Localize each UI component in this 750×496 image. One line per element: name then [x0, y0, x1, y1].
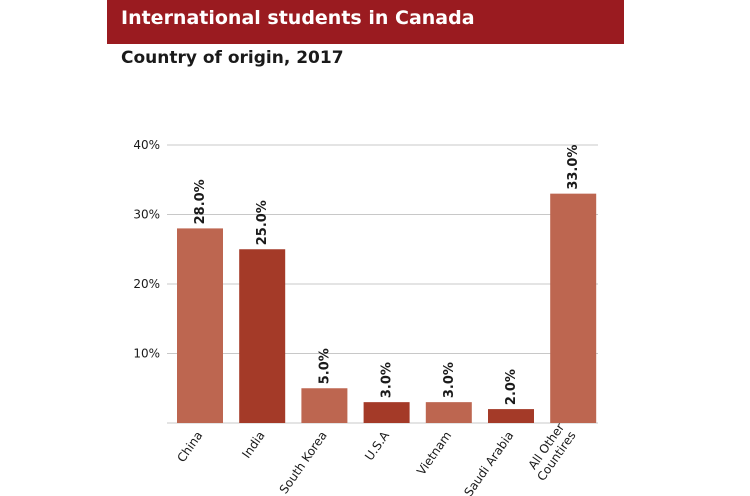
bar	[363, 402, 410, 423]
x-tick-label-line: India	[239, 429, 267, 461]
data-label: 2.0%	[504, 369, 519, 405]
y-tick-label: 40%	[133, 138, 160, 152]
x-tick-label: South Korea	[277, 429, 330, 496]
data-label: 3.0%	[442, 362, 457, 398]
chart-subtitle: Country of origin, 2017	[121, 48, 344, 68]
x-tick-label: Saudi Arabia	[461, 429, 516, 496]
bar	[488, 409, 534, 423]
chart-title: International students in Canada	[121, 7, 475, 29]
x-tick-label-line: U.S.A	[362, 428, 392, 463]
bar	[425, 402, 472, 423]
y-tick-label: 10%	[133, 347, 160, 361]
x-tick-label: All OtherCountires	[523, 421, 579, 484]
y-tick-label: 20%	[133, 277, 160, 291]
x-tick-label-line: China	[174, 429, 205, 465]
x-tick-label: India	[239, 429, 267, 461]
bar	[177, 228, 223, 423]
x-tick-label-line: Saudi Arabia	[461, 429, 516, 496]
bar	[550, 193, 597, 423]
x-tick-label-line: Vietnam	[414, 429, 454, 478]
title-banner: International students in Canada	[107, 0, 624, 44]
data-label: 28.0%	[193, 179, 208, 224]
data-label: 33.0%	[566, 145, 581, 190]
data-label: 3.0%	[380, 362, 395, 398]
bar	[239, 249, 286, 423]
x-tick-label-line: South Korea	[277, 429, 330, 496]
x-tick-label: China	[174, 429, 205, 465]
x-tick-label: Vietnam	[414, 429, 454, 478]
data-label: 25.0%	[255, 200, 270, 245]
bar	[301, 388, 348, 423]
data-label: 5.0%	[317, 348, 332, 384]
x-tick-label: U.S.A	[362, 428, 392, 463]
y-tick-label: 30%	[133, 208, 160, 222]
